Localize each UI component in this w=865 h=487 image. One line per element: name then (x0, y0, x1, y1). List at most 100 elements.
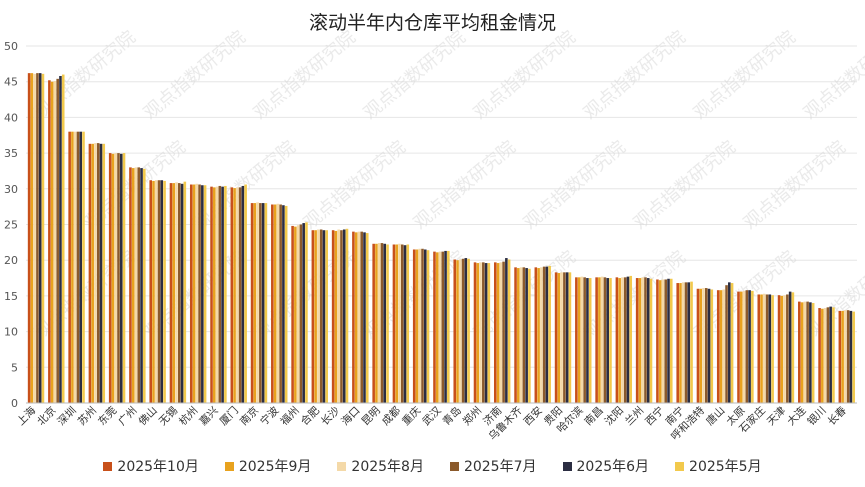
watermark-text: 观点指数研究院 (800, 27, 865, 124)
bar (157, 180, 161, 403)
bar (340, 230, 343, 403)
bar (557, 273, 561, 403)
bar (137, 167, 141, 403)
bar (525, 268, 528, 403)
bar (618, 278, 621, 403)
bar (163, 180, 166, 403)
bar (50, 81, 54, 403)
bar (180, 183, 184, 403)
bar (201, 185, 204, 403)
y-tick-label: 10 (4, 326, 18, 339)
x-tick-label: 武汉 (420, 404, 444, 428)
bar (352, 231, 355, 403)
bar (719, 290, 723, 403)
bar (667, 278, 670, 403)
bar (783, 295, 786, 403)
bar (400, 244, 404, 403)
bar (453, 259, 457, 403)
bar (742, 290, 746, 403)
bar (143, 168, 146, 403)
bar (664, 279, 668, 403)
bar (152, 180, 155, 403)
bar (696, 288, 700, 403)
x-tick-label: 厦门 (217, 404, 241, 428)
bar (372, 243, 375, 403)
legend-item: 2025年5月 (675, 456, 762, 476)
bar (517, 268, 520, 403)
bar (519, 267, 523, 403)
x-tick-label: 苏州 (75, 404, 99, 428)
bar (751, 290, 754, 403)
bar (505, 258, 508, 403)
bar (375, 243, 378, 403)
bar (786, 294, 789, 403)
bar (79, 131, 83, 403)
bar (730, 283, 734, 403)
bar (88, 143, 92, 403)
y-tick-label: 30 (4, 183, 18, 196)
bar (175, 182, 178, 403)
bar (99, 143, 103, 403)
bar (545, 266, 549, 403)
bar (615, 277, 619, 403)
bar (360, 231, 363, 403)
bar (117, 153, 120, 403)
legend-label: 2025年5月 (689, 459, 762, 475)
bar (626, 276, 630, 403)
bar (829, 306, 832, 403)
bar (479, 262, 482, 403)
bar (36, 73, 39, 403)
bar (282, 205, 285, 403)
chart-title: 滚动半年内仓库平均租金情况 (308, 12, 556, 34)
x-tick-label: 天津 (765, 404, 789, 428)
bar (623, 277, 627, 403)
bar (464, 258, 468, 403)
bar (542, 266, 546, 403)
bar (169, 183, 173, 403)
bar (537, 268, 540, 403)
x-tick-label: 合肥 (298, 404, 322, 428)
bar (273, 204, 277, 403)
bar (447, 250, 450, 403)
legend-label: 2025年6月 (576, 459, 650, 475)
bar (294, 226, 297, 403)
bar (363, 232, 366, 403)
y-tick-label: 5 (11, 361, 18, 374)
x-tick-label: 南京 (237, 404, 261, 428)
bar (213, 187, 216, 403)
y-tick-label: 35 (4, 147, 18, 160)
bar (218, 185, 222, 403)
bar (838, 310, 842, 403)
y-tick-label: 0 (11, 397, 18, 410)
bar (852, 311, 855, 403)
bar (456, 260, 459, 403)
bar (699, 288, 703, 403)
bar (629, 275, 633, 403)
bar (586, 278, 589, 403)
bar (606, 278, 609, 403)
watermark-text: 观点指数研究院 (520, 137, 630, 234)
bar (656, 279, 659, 403)
x-tick-label: 昆明 (359, 405, 382, 428)
bar (441, 251, 445, 403)
x-tick-label: 兰州 (622, 404, 646, 428)
bar (609, 278, 612, 403)
bar (291, 225, 294, 403)
bar (238, 187, 242, 403)
x-tick-label: 重庆 (399, 404, 423, 428)
bar (635, 278, 639, 403)
bar (203, 185, 207, 403)
bar (603, 277, 607, 403)
y-tick-label: 50 (4, 40, 18, 53)
watermark-text: 观点指数研究院 (690, 27, 800, 124)
bar (493, 262, 497, 403)
bar (823, 308, 827, 403)
bar (702, 288, 705, 403)
bar (661, 279, 665, 403)
bar (676, 283, 679, 403)
legend-swatch (224, 461, 234, 471)
bar (476, 263, 480, 403)
bar (392, 244, 396, 403)
x-tick-label: 无锡 (156, 404, 180, 428)
bar (38, 73, 42, 403)
